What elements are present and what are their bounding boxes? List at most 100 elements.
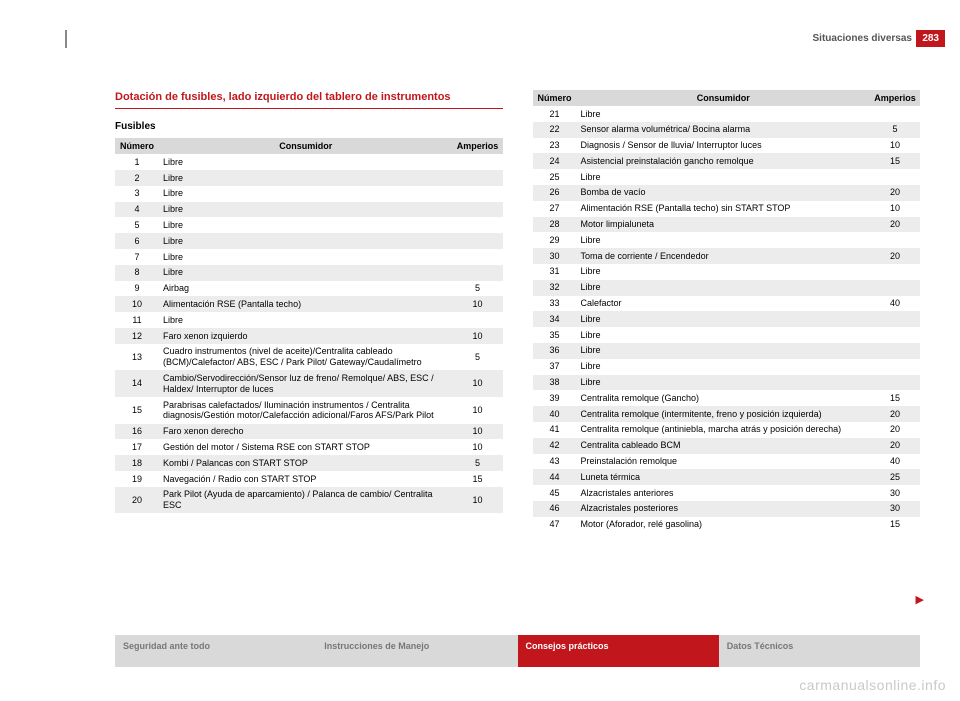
cell-cons: Libre (577, 359, 871, 375)
cell-num: 28 (533, 217, 577, 233)
cell-amp: 5 (453, 455, 503, 471)
cell-num: 5 (115, 217, 159, 233)
cell-cons: Libre (159, 233, 453, 249)
cell-num: 25 (533, 169, 577, 185)
table-row: 5Libre (115, 217, 503, 233)
cell-num: 15 (115, 397, 159, 424)
cell-cons: Cambio/Servodirección/Sensor luz de fren… (159, 370, 453, 397)
cell-num: 2 (115, 170, 159, 186)
tab-seguridad: Seguridad ante todo (115, 635, 316, 667)
cell-cons: Alimentación RSE (Pantalla techo) (159, 296, 453, 312)
table-row: 14Cambio/Servodirección/Sensor luz de fr… (115, 370, 503, 397)
cell-cons: Libre (577, 343, 871, 359)
header-section: Situaciones diversas (813, 33, 913, 44)
cell-amp: 40 (870, 296, 920, 312)
fuse-table-left: Número Consumidor Amperios 1Libre2Libre3… (115, 138, 503, 513)
cell-cons: Preinstalación remolque (577, 454, 871, 470)
section-title: Dotación de fusibles, lado izquierdo del… (115, 90, 503, 104)
content-area: Dotación de fusibles, lado izquierdo del… (115, 90, 920, 533)
cell-num: 3 (115, 186, 159, 202)
cell-amp: 10 (453, 439, 503, 455)
cell-cons: Libre (577, 280, 871, 296)
table-row: 45Alzacristales anteriores30 (533, 485, 921, 501)
cell-cons: Diagnosis / Sensor de lluvia/ Interrupto… (577, 138, 871, 154)
watermark: carmanualsonline.info (799, 677, 946, 693)
footer-tabs: Seguridad ante todo Instrucciones de Man… (115, 635, 920, 667)
cell-num: 31 (533, 264, 577, 280)
table-row: 18Kombi / Palancas con START STOP5 (115, 455, 503, 471)
cell-num: 47 (533, 517, 577, 533)
table-row: 12Faro xenon izquierdo10 (115, 328, 503, 344)
cell-num: 32 (533, 280, 577, 296)
cell-num: 23 (533, 138, 577, 154)
table-row: 42Centralita cableado BCM20 (533, 438, 921, 454)
cell-cons: Alimentación RSE (Pantalla techo) sin ST… (577, 201, 871, 217)
table-row: 24Asistencial preinstalación gancho remo… (533, 153, 921, 169)
cell-num: 40 (533, 406, 577, 422)
cell-cons: Libre (159, 170, 453, 186)
table-row: 27Alimentación RSE (Pantalla techo) sin … (533, 201, 921, 217)
cell-amp (453, 186, 503, 202)
cell-num: 34 (533, 311, 577, 327)
table-row: 47Motor (Aforador, relé gasolina)15 (533, 517, 921, 533)
cell-cons: Libre (577, 327, 871, 343)
cell-cons: Motor limpialuneta (577, 217, 871, 233)
cell-amp: 20 (870, 422, 920, 438)
table-row: 34Libre (533, 311, 921, 327)
table-row: 3Libre (115, 186, 503, 202)
cell-amp: 20 (870, 406, 920, 422)
cell-num: 35 (533, 327, 577, 343)
cell-amp: 5 (453, 281, 503, 297)
tab-consejos: Consejos prácticos (518, 635, 719, 667)
th-cons: Consumidor (159, 138, 453, 154)
cell-cons: Centralita remolque (intermitente, freno… (577, 406, 871, 422)
continue-icon: ▶ (916, 593, 924, 606)
cell-num: 13 (115, 344, 159, 371)
cell-cons: Airbag (159, 281, 453, 297)
cell-amp (453, 202, 503, 218)
table-row: 39Centralita remolque (Gancho)15 (533, 390, 921, 406)
table-row: 8Libre (115, 265, 503, 281)
cell-cons: Libre (159, 154, 453, 170)
tab-datos: Datos Técnicos (719, 635, 920, 667)
cell-num: 17 (115, 439, 159, 455)
cell-amp: 15 (870, 153, 920, 169)
cell-num: 6 (115, 233, 159, 249)
cell-num: 11 (115, 312, 159, 328)
cell-amp: 10 (453, 328, 503, 344)
table-row: 46Alzacristales posteriores30 (533, 501, 921, 517)
cell-cons: Libre (577, 232, 871, 248)
cell-num: 7 (115, 249, 159, 265)
table-row: 43Preinstalación remolque40 (533, 454, 921, 470)
cell-cons: Park Pilot (Ayuda de aparcamiento) / Pal… (159, 487, 453, 514)
cell-cons: Sensor alarma volumétrica/ Bocina alarma (577, 122, 871, 138)
table-row: 32Libre (533, 280, 921, 296)
table-row: 9Airbag5 (115, 281, 503, 297)
th-amp: Amperios (870, 90, 920, 106)
left-column: Dotación de fusibles, lado izquierdo del… (115, 90, 503, 533)
cell-cons: Libre (159, 217, 453, 233)
cell-cons: Centralita remolque (antiniebla, marcha … (577, 422, 871, 438)
cell-amp (453, 249, 503, 265)
cell-amp (870, 169, 920, 185)
cell-amp: 20 (870, 438, 920, 454)
table-row: 26Bomba de vacío20 (533, 185, 921, 201)
cell-amp (870, 311, 920, 327)
margin-mark (65, 30, 67, 48)
table-row: 37Libre (533, 359, 921, 375)
table-row: 11Libre (115, 312, 503, 328)
cell-cons: Motor (Aforador, relé gasolina) (577, 517, 871, 533)
cell-amp: 30 (870, 501, 920, 517)
cell-amp: 10 (453, 296, 503, 312)
cell-num: 39 (533, 390, 577, 406)
cell-num: 46 (533, 501, 577, 517)
cell-num: 22 (533, 122, 577, 138)
cell-amp (453, 265, 503, 281)
cell-amp (870, 375, 920, 391)
cell-cons: Gestión del motor / Sistema RSE con STAR… (159, 439, 453, 455)
table-row: 21Libre (533, 106, 921, 122)
cell-num: 1 (115, 154, 159, 170)
cell-amp: 10 (870, 201, 920, 217)
cell-amp: 10 (870, 138, 920, 154)
table-row: 1Libre (115, 154, 503, 170)
